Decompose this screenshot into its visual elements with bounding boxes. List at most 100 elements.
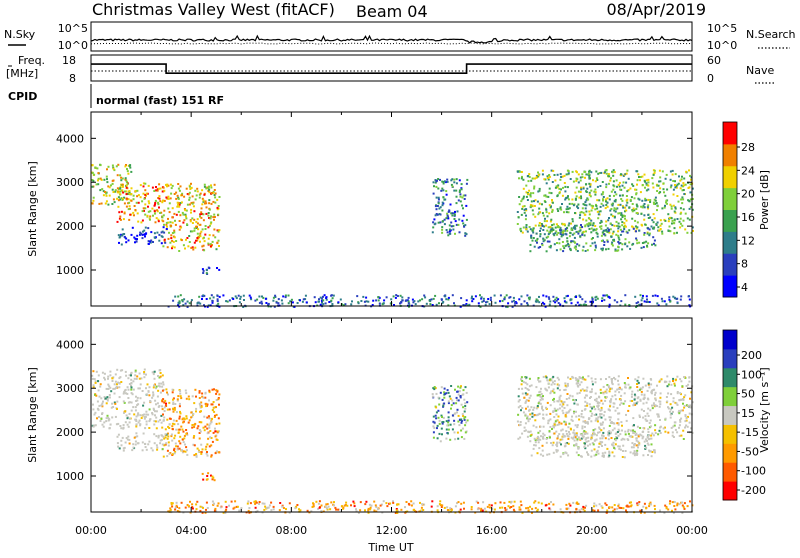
echo-cell — [610, 437, 613, 439]
echo-cell — [631, 210, 634, 213]
echo-cell — [534, 215, 537, 218]
echo-cell — [172, 410, 175, 413]
echo-cell — [539, 211, 542, 214]
echo-cell — [209, 436, 212, 439]
echo-cell — [550, 230, 553, 233]
echo-cell — [491, 507, 494, 510]
echo-cell — [192, 413, 195, 415]
echo-cell — [431, 500, 434, 503]
echo-cell — [156, 395, 159, 398]
echo-cell — [582, 218, 585, 221]
echo-cell — [601, 434, 603, 437]
echo-cell — [652, 201, 655, 204]
echo-cell — [580, 188, 583, 191]
colorbar-swatch — [723, 209, 737, 232]
echo-cell — [254, 500, 257, 503]
echo-cell — [578, 502, 580, 505]
echo-cell — [556, 233, 559, 236]
echo-cell — [175, 197, 178, 200]
echo-cell — [631, 400, 634, 402]
colorbar-tick-label: 4 — [741, 281, 748, 294]
echo-cell — [659, 191, 662, 194]
echo-cell — [526, 230, 529, 233]
echo-cell — [120, 197, 123, 200]
echo-cell — [185, 417, 188, 420]
echo-cell — [460, 385, 462, 388]
echo-cell — [635, 402, 638, 405]
echo-cell — [689, 174, 691, 177]
echo-cell — [367, 509, 370, 512]
echo-cell — [147, 413, 150, 416]
echo-cell — [453, 213, 456, 216]
echo-cell — [581, 176, 584, 179]
echo-cell — [659, 219, 662, 222]
echo-cell — [128, 383, 131, 385]
echo-cell — [100, 397, 103, 400]
echo-cell — [535, 407, 538, 410]
echo-cell — [632, 432, 635, 434]
echo-cell — [216, 390, 219, 393]
echo-cell — [685, 170, 688, 173]
echo-cell — [508, 296, 511, 299]
echo-cell — [163, 199, 166, 202]
echo-cell — [217, 213, 220, 216]
echo-cell — [186, 203, 189, 206]
echo-cell — [528, 189, 531, 192]
echo-cell — [196, 190, 199, 193]
echo-cell — [462, 406, 465, 409]
echo-cell — [644, 223, 647, 226]
echo-cell — [534, 507, 537, 510]
echo-cell — [624, 386, 627, 389]
echo-cell — [123, 390, 126, 393]
echo-cell — [134, 443, 137, 446]
echo-cell — [150, 231, 153, 234]
echo-cell — [608, 386, 610, 389]
echo-cell — [162, 383, 165, 386]
echo-cell — [177, 183, 180, 185]
echo-cell — [592, 222, 595, 225]
echo-cell — [277, 298, 280, 301]
echo-cell — [565, 432, 568, 435]
echo-cell — [615, 193, 618, 196]
echo-cell — [216, 229, 219, 232]
echo-cell — [160, 414, 163, 417]
echo-cell — [171, 502, 174, 505]
echo-cell — [97, 179, 99, 182]
echo-cell — [158, 206, 160, 209]
echo-cell — [115, 387, 118, 389]
echo-cell — [111, 182, 114, 185]
echo-cell — [201, 268, 204, 271]
echo-cell — [665, 199, 668, 202]
echo-cell — [177, 210, 180, 213]
echo-cell — [234, 500, 237, 503]
echo-cell — [591, 237, 594, 239]
echo-cell — [193, 229, 196, 232]
echo-cell — [396, 512, 399, 514]
echo-cell — [635, 208, 638, 210]
echo-cell — [209, 297, 212, 300]
echo-cell — [127, 388, 130, 391]
echo-cell — [536, 452, 539, 455]
echo-cell — [202, 244, 205, 247]
echo-cell — [141, 233, 144, 236]
echo-cell — [195, 407, 198, 410]
echo-cell — [451, 178, 454, 181]
echo-cell — [321, 301, 323, 304]
echo-cell — [151, 371, 154, 374]
echo-cell — [682, 189, 685, 191]
echo-cell — [122, 427, 125, 430]
echo-cell — [263, 502, 266, 505]
echo-cell — [447, 304, 450, 307]
echo-cell — [170, 187, 173, 190]
echo-cell — [153, 433, 156, 436]
echo-cell — [539, 230, 541, 232]
echo-cell — [647, 181, 650, 184]
echo-cell — [447, 391, 450, 394]
echo-cell — [191, 202, 194, 205]
echo-cell — [573, 439, 576, 442]
echo-cell — [429, 303, 432, 306]
echo-cell — [643, 410, 645, 412]
echo-cell — [178, 301, 181, 304]
echo-cell — [604, 224, 607, 227]
echo-cell — [584, 250, 587, 252]
